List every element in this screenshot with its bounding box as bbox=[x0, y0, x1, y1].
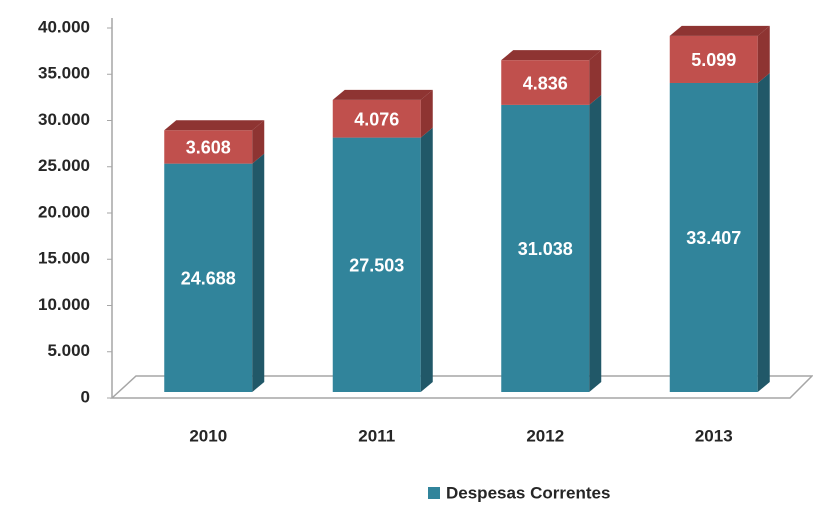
bar-segment bbox=[501, 60, 590, 105]
y-tick-label: 10.000 bbox=[38, 295, 90, 314]
y-tick-label: 30.000 bbox=[38, 110, 90, 129]
bar-side bbox=[757, 72, 770, 392]
bar-segment bbox=[164, 130, 253, 164]
bar-top bbox=[669, 25, 770, 36]
bar-top bbox=[501, 50, 602, 61]
legend-label: Despesas Correntes bbox=[446, 483, 610, 502]
bar-side bbox=[420, 89, 433, 138]
bar-segment bbox=[501, 104, 590, 392]
y-tick-label: 5.000 bbox=[47, 341, 90, 360]
x-tick-label: 2013 bbox=[695, 426, 733, 445]
bar-side bbox=[589, 50, 602, 105]
data-label: 4.076 bbox=[354, 109, 399, 129]
y-tick-label: 40.000 bbox=[38, 17, 90, 36]
y-tick-label: 15.000 bbox=[38, 249, 90, 268]
data-label: 3.608 bbox=[186, 138, 231, 158]
bar-segment bbox=[669, 82, 758, 392]
data-label: 4.836 bbox=[523, 73, 568, 93]
y-tick-label: 0 bbox=[81, 387, 90, 406]
bar-segment bbox=[669, 35, 758, 83]
bar-top bbox=[164, 120, 265, 131]
bar-side bbox=[420, 127, 433, 392]
x-tick-label: 2010 bbox=[189, 426, 227, 445]
bar-side bbox=[252, 120, 265, 164]
data-label: 27.503 bbox=[349, 256, 404, 276]
x-tick-label: 2012 bbox=[526, 426, 564, 445]
bar-segment bbox=[332, 99, 421, 138]
data-label: 5.099 bbox=[691, 50, 736, 70]
data-label: 31.038 bbox=[518, 239, 573, 259]
legend-swatch bbox=[428, 487, 440, 499]
bar-side bbox=[252, 153, 265, 392]
bar-segment bbox=[332, 137, 421, 392]
bar-side bbox=[589, 94, 602, 392]
bar-top bbox=[332, 89, 433, 100]
bar-side bbox=[757, 25, 770, 83]
y-tick-label: 35.000 bbox=[38, 64, 90, 83]
data-label: 24.688 bbox=[181, 269, 236, 289]
bar-segment bbox=[164, 163, 253, 392]
floor bbox=[110, 375, 813, 399]
y-tick-label: 20.000 bbox=[38, 202, 90, 221]
x-tick-label: 2011 bbox=[358, 426, 395, 445]
data-label: 33.407 bbox=[686, 228, 741, 248]
y-tick-label: 25.000 bbox=[38, 156, 90, 175]
